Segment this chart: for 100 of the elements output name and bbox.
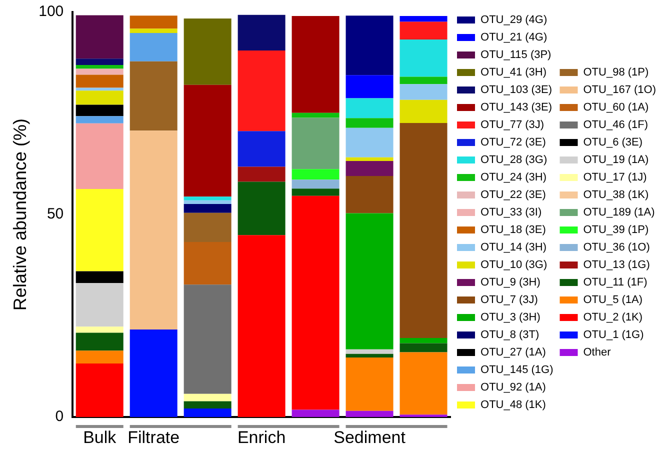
bar [292, 169, 340, 180]
bar [184, 196, 232, 200]
legend-label: OTU_103 (3E) [480, 84, 552, 96]
legend-label: OTU_7 (3J) [480, 294, 538, 306]
legend-label: OTU_36 (1O) [583, 242, 650, 254]
bar [346, 161, 394, 176]
bar [238, 14, 286, 50]
legend-label: OTU_33 (3I) [480, 206, 542, 219]
legend-label: OTU_14 (3H) [480, 242, 547, 254]
bar [76, 123, 124, 189]
bar [184, 284, 232, 394]
bar [346, 75, 394, 98]
bar [346, 357, 394, 411]
legend-label: OTU_11 (1F) [583, 276, 648, 289]
bar [346, 410, 394, 417]
bar [76, 271, 124, 283]
bar [346, 354, 394, 358]
bar [346, 98, 394, 118]
bar [76, 188, 124, 272]
bar [76, 104, 124, 116]
legend-label: OTU_3 (3H) [480, 312, 540, 324]
x-tick-label: Sediment [334, 428, 406, 448]
bar [184, 212, 232, 242]
bar [292, 188, 340, 196]
legend-label: OTU_38 (1K) [583, 189, 649, 202]
x-tick-label: Filtrate [128, 428, 180, 448]
legend-label: OTU_46 (1F) [583, 119, 648, 132]
bar [76, 68, 124, 75]
bar [184, 18, 232, 85]
bar [292, 112, 340, 118]
bar [184, 401, 232, 408]
bar [184, 394, 232, 402]
legend-label: OTU_5 (1A) [583, 294, 643, 306]
bar [400, 100, 448, 123]
bar [292, 180, 340, 189]
bar [346, 118, 394, 128]
bar [76, 65, 124, 69]
legend-label: OTU_22 (3E) [480, 189, 546, 202]
legend-label: OTU_19 (1A) [583, 154, 649, 166]
bar [400, 22, 448, 40]
legend-label: OTU_24 (3H) [480, 172, 547, 184]
legend-label: OTU_115 (3P) [480, 49, 552, 62]
bar [346, 16, 394, 76]
x-tick-label: Enrich [237, 428, 286, 448]
bar [400, 16, 448, 22]
bar [76, 332, 124, 351]
legend-label: OTU_189 (1A) [583, 206, 655, 219]
bar [346, 349, 394, 354]
legend-label: OTU_13 (1G) [583, 259, 650, 272]
legend-label: OTU_1 (1G) [583, 329, 644, 342]
legend-label: OTU_41 (3H) [480, 66, 547, 79]
bar [400, 352, 448, 415]
bar [130, 61, 178, 131]
legend-label: OTU_98 (1P) [583, 66, 649, 79]
legend-label: OTU_167 (1O) [583, 84, 656, 96]
bar [76, 15, 124, 59]
legend-label: OTU_2 (1K) [583, 312, 643, 324]
legend-label: OTU_92 (1A) [480, 382, 546, 394]
bar [76, 350, 124, 364]
bar [292, 118, 340, 170]
bar [76, 116, 124, 124]
legend-label: OTU_39 (1P) [583, 224, 649, 236]
legend-label: Other [583, 346, 612, 359]
bar [400, 338, 448, 344]
bar [76, 326, 124, 333]
bar [130, 330, 178, 417]
legend-label: OTU_77 (3J) [480, 119, 544, 132]
bar [238, 182, 286, 236]
bar [346, 128, 394, 158]
bar [346, 157, 394, 162]
bar [130, 16, 178, 29]
bar [238, 235, 286, 417]
legend-label: OTU_8 (3T) [480, 329, 540, 342]
legend-label: OTU_145 (1G) [480, 364, 554, 376]
bar [130, 33, 178, 62]
y-axis-title: Relative abundance (%) [10, 118, 30, 311]
legend-label: OTU_143 (3E) [480, 102, 552, 114]
bar [346, 176, 394, 214]
bar [76, 74, 124, 88]
bar [184, 242, 232, 285]
bar [292, 16, 340, 113]
legend-label: OTU_21 (4G) [480, 32, 548, 44]
bar [184, 84, 232, 197]
bar [76, 88, 124, 91]
bar [130, 130, 178, 330]
bar [292, 196, 340, 410]
bar [400, 343, 448, 352]
legend-label: OTU_60 (1A) [583, 102, 649, 114]
bar [400, 122, 448, 338]
y-tick-label: 100 [38, 3, 64, 20]
legend-label: OTU_28 (3G) [480, 154, 548, 166]
bar [238, 131, 286, 167]
bar [184, 200, 232, 204]
bar [184, 408, 232, 417]
bar [400, 76, 448, 84]
bar [76, 282, 124, 327]
bar [238, 50, 286, 132]
legend-label: OTU_18 (3E) [480, 224, 546, 236]
legend-label: OTU_6 (3E) [583, 136, 643, 149]
bar [238, 166, 286, 182]
